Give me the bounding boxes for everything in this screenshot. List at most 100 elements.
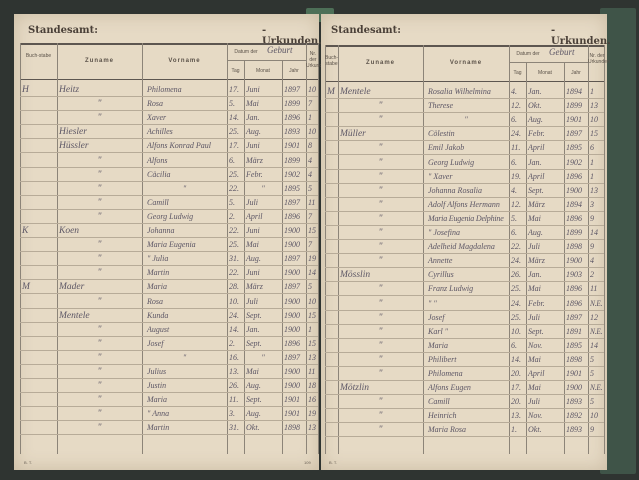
entry-surname: " (97, 240, 102, 251)
row-line (20, 138, 318, 140)
entry-month: März (246, 282, 263, 292)
entry-given: Therese (428, 101, 454, 111)
entry-year: 1899 (284, 155, 300, 165)
entry-day: 31. (229, 423, 239, 433)
row-line (20, 152, 318, 154)
entry-month: " (261, 352, 265, 362)
entry-day: 6. (511, 228, 517, 237)
entry-nr: 7 (308, 211, 312, 221)
entry-day: 12. (511, 101, 521, 111)
entry-nr: 13 (308, 423, 316, 433)
entry-given: Franz Ludwig (428, 284, 474, 294)
entry-nr: 1 (308, 324, 312, 334)
row-line (20, 166, 318, 168)
entry-year: 1902 (284, 169, 300, 179)
entry-surname: " (378, 101, 383, 112)
date-subheader-line (509, 62, 588, 63)
column-divider (509, 45, 510, 454)
entry-given: " Julia (147, 254, 169, 264)
column-divider (338, 45, 339, 454)
entry-year: 1901 (566, 115, 582, 125)
entry-year: 1900 (284, 310, 300, 320)
entry-given: Philomena (428, 369, 463, 378)
column-header-given: Vorname (168, 58, 201, 64)
entry-given: Camill (147, 197, 169, 207)
entry-surname: " (97, 423, 102, 434)
entry-month: Aug. (246, 127, 261, 137)
entry-day: 6. (511, 115, 517, 125)
column-header-year: Jahr (571, 70, 581, 76)
row-line (20, 363, 318, 365)
entry-surname: " (378, 312, 383, 323)
column-divider (526, 62, 527, 454)
entry-month: Mai (528, 213, 541, 223)
row-line (20, 349, 318, 351)
entry-nr: 18 (308, 381, 316, 391)
entry-nr: 11 (308, 367, 316, 376)
column-header-surname: Zuname (365, 60, 395, 66)
entry-given: Cölestin (428, 129, 455, 139)
entry-year: 1899 (566, 228, 582, 237)
entry-year: 1900 (566, 185, 582, 195)
entry-nr: 1 (590, 87, 594, 96)
entry-surname: " (378, 397, 383, 408)
entry-surname: " (97, 183, 102, 194)
entry-surname: " (97, 324, 102, 335)
row-line (20, 110, 318, 112)
entry-nr: 10 (308, 85, 316, 94)
entry-year: 1903 (566, 270, 582, 280)
entry-month: Aug. (246, 254, 261, 264)
row-line (20, 124, 318, 126)
entry-nr: 9 (590, 242, 594, 252)
column-divider (325, 45, 326, 454)
entry-nr: N.E. (590, 383, 603, 393)
entry-day: 20. (511, 369, 521, 378)
entry-day: 28. (229, 282, 239, 292)
column-divider (244, 60, 245, 454)
entry-year: 1900 (284, 367, 300, 376)
entry-year: 1896 (284, 211, 300, 221)
row-line (325, 196, 604, 198)
column-divider (564, 62, 565, 454)
entry-given: Rosa (147, 296, 163, 306)
row-line (325, 337, 604, 339)
entry-nr: 3 (590, 199, 594, 209)
entry-month: Jan. (246, 113, 260, 123)
column-header-number: Nr. der Urkunden (306, 51, 328, 69)
entry-month: Jan. (246, 324, 260, 334)
entry-surname: " (97, 169, 102, 180)
header-bottom-rule (325, 81, 604, 82)
entry-surname: " (97, 296, 102, 307)
office-label: Standesamt: (331, 25, 401, 36)
footer-number: 109 (304, 460, 311, 465)
entry-year: 1897 (566, 312, 582, 322)
entry-month: Aug. (528, 115, 543, 125)
column-header-month: Monat (256, 68, 270, 74)
row-line (325, 323, 604, 325)
column-header-number: Nr. der Urkunden (588, 53, 610, 65)
entry-day: 6. (229, 155, 235, 165)
entry-given: Maria Rosa (428, 425, 466, 435)
entry-surname: " (97, 113, 102, 124)
entry-letter: M (22, 282, 30, 293)
entry-day: 17. (511, 383, 521, 393)
entry-nr: 19 (308, 409, 316, 419)
entry-nr: 13 (590, 185, 598, 195)
entry-day: 22. (511, 242, 521, 252)
entry-year: 1902 (566, 157, 582, 167)
row-line (325, 253, 604, 255)
entry-month: Mai (246, 99, 259, 109)
entry-surname: " (378, 143, 383, 154)
entry-day: 25. (229, 127, 239, 137)
entry-day: 2. (229, 338, 235, 348)
row-line (325, 154, 604, 156)
entry-surname: Mentele (340, 87, 371, 97)
entry-day: 11. (229, 395, 239, 405)
entry-nr: 10 (590, 411, 598, 421)
entry-day: 14. (229, 113, 239, 123)
entry-given: Adolf Alfons Hermann (428, 199, 500, 209)
entry-surname: " (378, 354, 383, 365)
entry-nr: 10 (590, 115, 598, 125)
column-header-surname: Zuname (84, 58, 114, 64)
row-line (325, 98, 604, 99)
